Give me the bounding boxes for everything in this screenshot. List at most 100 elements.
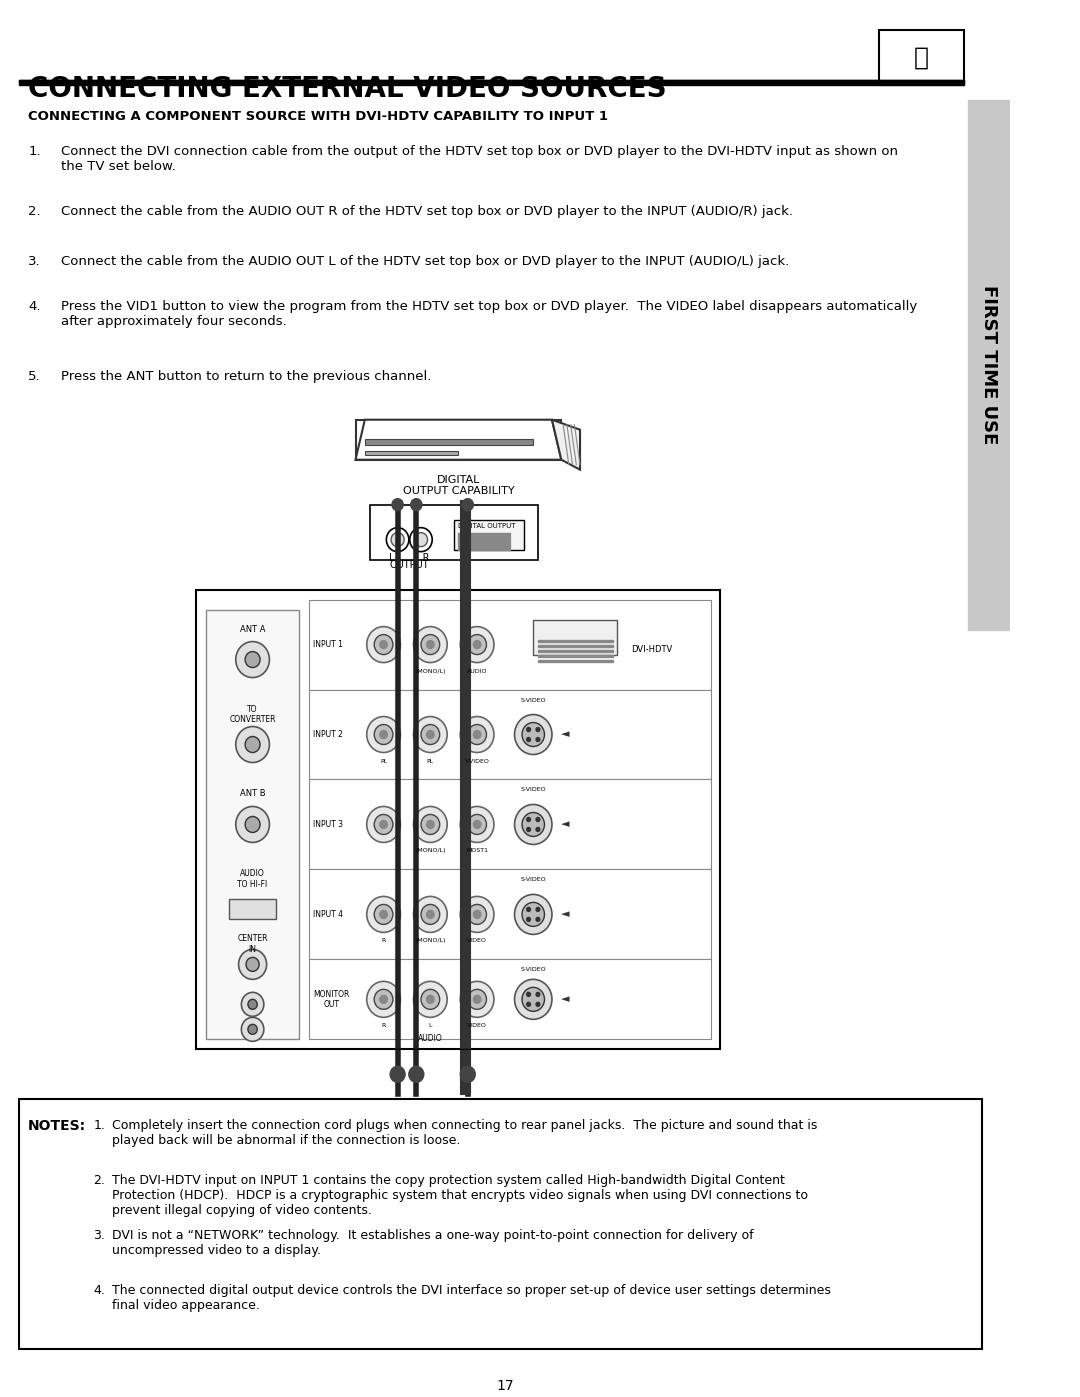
Circle shape (468, 814, 486, 834)
Text: 1.: 1. (28, 145, 41, 158)
Circle shape (527, 738, 530, 742)
Circle shape (468, 634, 486, 655)
Circle shape (514, 805, 552, 844)
Bar (969, 101, 1011, 630)
Circle shape (414, 897, 447, 932)
Circle shape (536, 1002, 540, 1006)
Text: Press the VID1 button to view the program from the HDTV set top box or DVD playe: Press the VID1 button to view the progra… (60, 300, 917, 328)
Text: AUDIO: AUDIO (467, 669, 487, 673)
Circle shape (391, 532, 404, 546)
Circle shape (374, 634, 393, 655)
Circle shape (527, 992, 530, 996)
Text: 2.: 2. (28, 205, 41, 218)
Circle shape (462, 499, 473, 511)
Circle shape (248, 1024, 257, 1034)
Circle shape (414, 627, 447, 662)
Text: INPUT 2: INPUT 2 (313, 731, 343, 739)
Circle shape (374, 989, 393, 1010)
Circle shape (239, 950, 267, 979)
Circle shape (367, 806, 401, 842)
Bar (538, 659, 612, 662)
Text: 5.: 5. (28, 370, 41, 383)
Circle shape (527, 817, 530, 821)
Circle shape (536, 827, 540, 831)
Circle shape (392, 499, 403, 511)
Circle shape (473, 820, 481, 828)
Circle shape (421, 904, 440, 925)
Circle shape (514, 979, 552, 1020)
Text: DIGITAL: DIGITAL (436, 475, 481, 485)
Text: VIDEO: VIDEO (468, 939, 487, 943)
Text: R: R (381, 939, 386, 943)
Text: 17: 17 (497, 1379, 514, 1393)
Text: CONNECTING EXTERNAL VIDEO SOURCES: CONNECTING EXTERNAL VIDEO SOURCES (28, 75, 666, 103)
Text: L         R: L R (389, 553, 429, 563)
Text: CENTER
IN: CENTER IN (238, 935, 268, 954)
Text: OUTPUT CAPABILITY: OUTPUT CAPABILITY (403, 486, 514, 496)
Text: 3.: 3. (94, 1229, 106, 1242)
Circle shape (380, 641, 388, 648)
Bar (458, 542, 510, 543)
Circle shape (367, 897, 401, 932)
Circle shape (473, 641, 481, 648)
Text: Connect the cable from the AUDIO OUT L of the HDTV set top box or DVD player to : Connect the cable from the AUDIO OUT L o… (60, 254, 789, 268)
Circle shape (380, 731, 388, 739)
Text: ANT A: ANT A (240, 624, 266, 634)
Circle shape (248, 999, 257, 1010)
Circle shape (536, 918, 540, 922)
Circle shape (473, 911, 481, 918)
Text: INPUT 4: INPUT 4 (313, 909, 343, 919)
Bar (879, 29, 963, 85)
Circle shape (245, 816, 260, 833)
Bar (18, 81, 963, 82)
Circle shape (427, 641, 434, 648)
Text: FIRST TIME USE: FIRST TIME USE (981, 285, 998, 444)
Text: (MONO/L): (MONO/L) (415, 669, 446, 673)
Text: INPUT 1: INPUT 1 (313, 640, 343, 650)
Text: (MONO/L): (MONO/L) (415, 939, 446, 943)
Text: The DVI-HDTV input on INPUT 1 contains the copy protection system called High-ba: The DVI-HDTV input on INPUT 1 contains t… (112, 1175, 808, 1217)
Circle shape (235, 641, 269, 678)
Text: MOST1: MOST1 (467, 848, 488, 854)
Circle shape (527, 728, 530, 732)
Bar (309, 960, 711, 1039)
Circle shape (527, 908, 530, 911)
Bar (369, 504, 538, 560)
Circle shape (460, 717, 494, 753)
Circle shape (409, 528, 432, 552)
Bar (458, 536, 510, 538)
Text: PL: PL (427, 759, 434, 764)
Circle shape (380, 911, 388, 918)
Circle shape (380, 820, 388, 828)
Bar (458, 534, 510, 535)
Text: PL: PL (380, 759, 387, 764)
Text: CONNECTING A COMPONENT SOURCE WITH DVI-HDTV CAPABILITY TO INPUT 1: CONNECTING A COMPONENT SOURCE WITH DVI-H… (28, 110, 608, 123)
Text: Completely insert the connection cord plugs when connecting to rear panel jacks.: Completely insert the connection cord pl… (112, 1119, 818, 1147)
Text: Y-VIDEO: Y-VIDEO (464, 759, 489, 764)
Text: L: L (429, 1024, 432, 1028)
Bar (309, 780, 711, 869)
Circle shape (421, 634, 440, 655)
Text: TO
CONVERTER: TO CONVERTER (229, 704, 275, 724)
Bar (309, 599, 711, 690)
Text: DVI is not a “NETWORK” technology.  It establishes a one-way point-to-point conn: DVI is not a “NETWORK” technology. It es… (112, 1229, 754, 1257)
Circle shape (414, 717, 447, 753)
Circle shape (514, 714, 552, 754)
Text: 4.: 4. (28, 300, 41, 313)
Bar (229, 900, 276, 919)
Text: OUTPUT: OUTPUT (389, 560, 429, 570)
Circle shape (367, 717, 401, 753)
Text: ANT B: ANT B (240, 789, 266, 799)
Circle shape (468, 725, 486, 745)
Bar (458, 539, 510, 541)
Circle shape (427, 995, 434, 1003)
Text: DIGITAL OUTPUT: DIGITAL OUTPUT (458, 522, 516, 528)
Circle shape (522, 813, 544, 837)
Circle shape (410, 499, 422, 511)
Bar (538, 655, 612, 657)
Bar (18, 80, 963, 85)
Text: The connected digital output device controls the DVI interface so proper set-up : The connected digital output device cont… (112, 1284, 832, 1312)
Text: 1.: 1. (94, 1119, 106, 1133)
Circle shape (460, 806, 494, 842)
Text: 4.: 4. (94, 1284, 106, 1298)
